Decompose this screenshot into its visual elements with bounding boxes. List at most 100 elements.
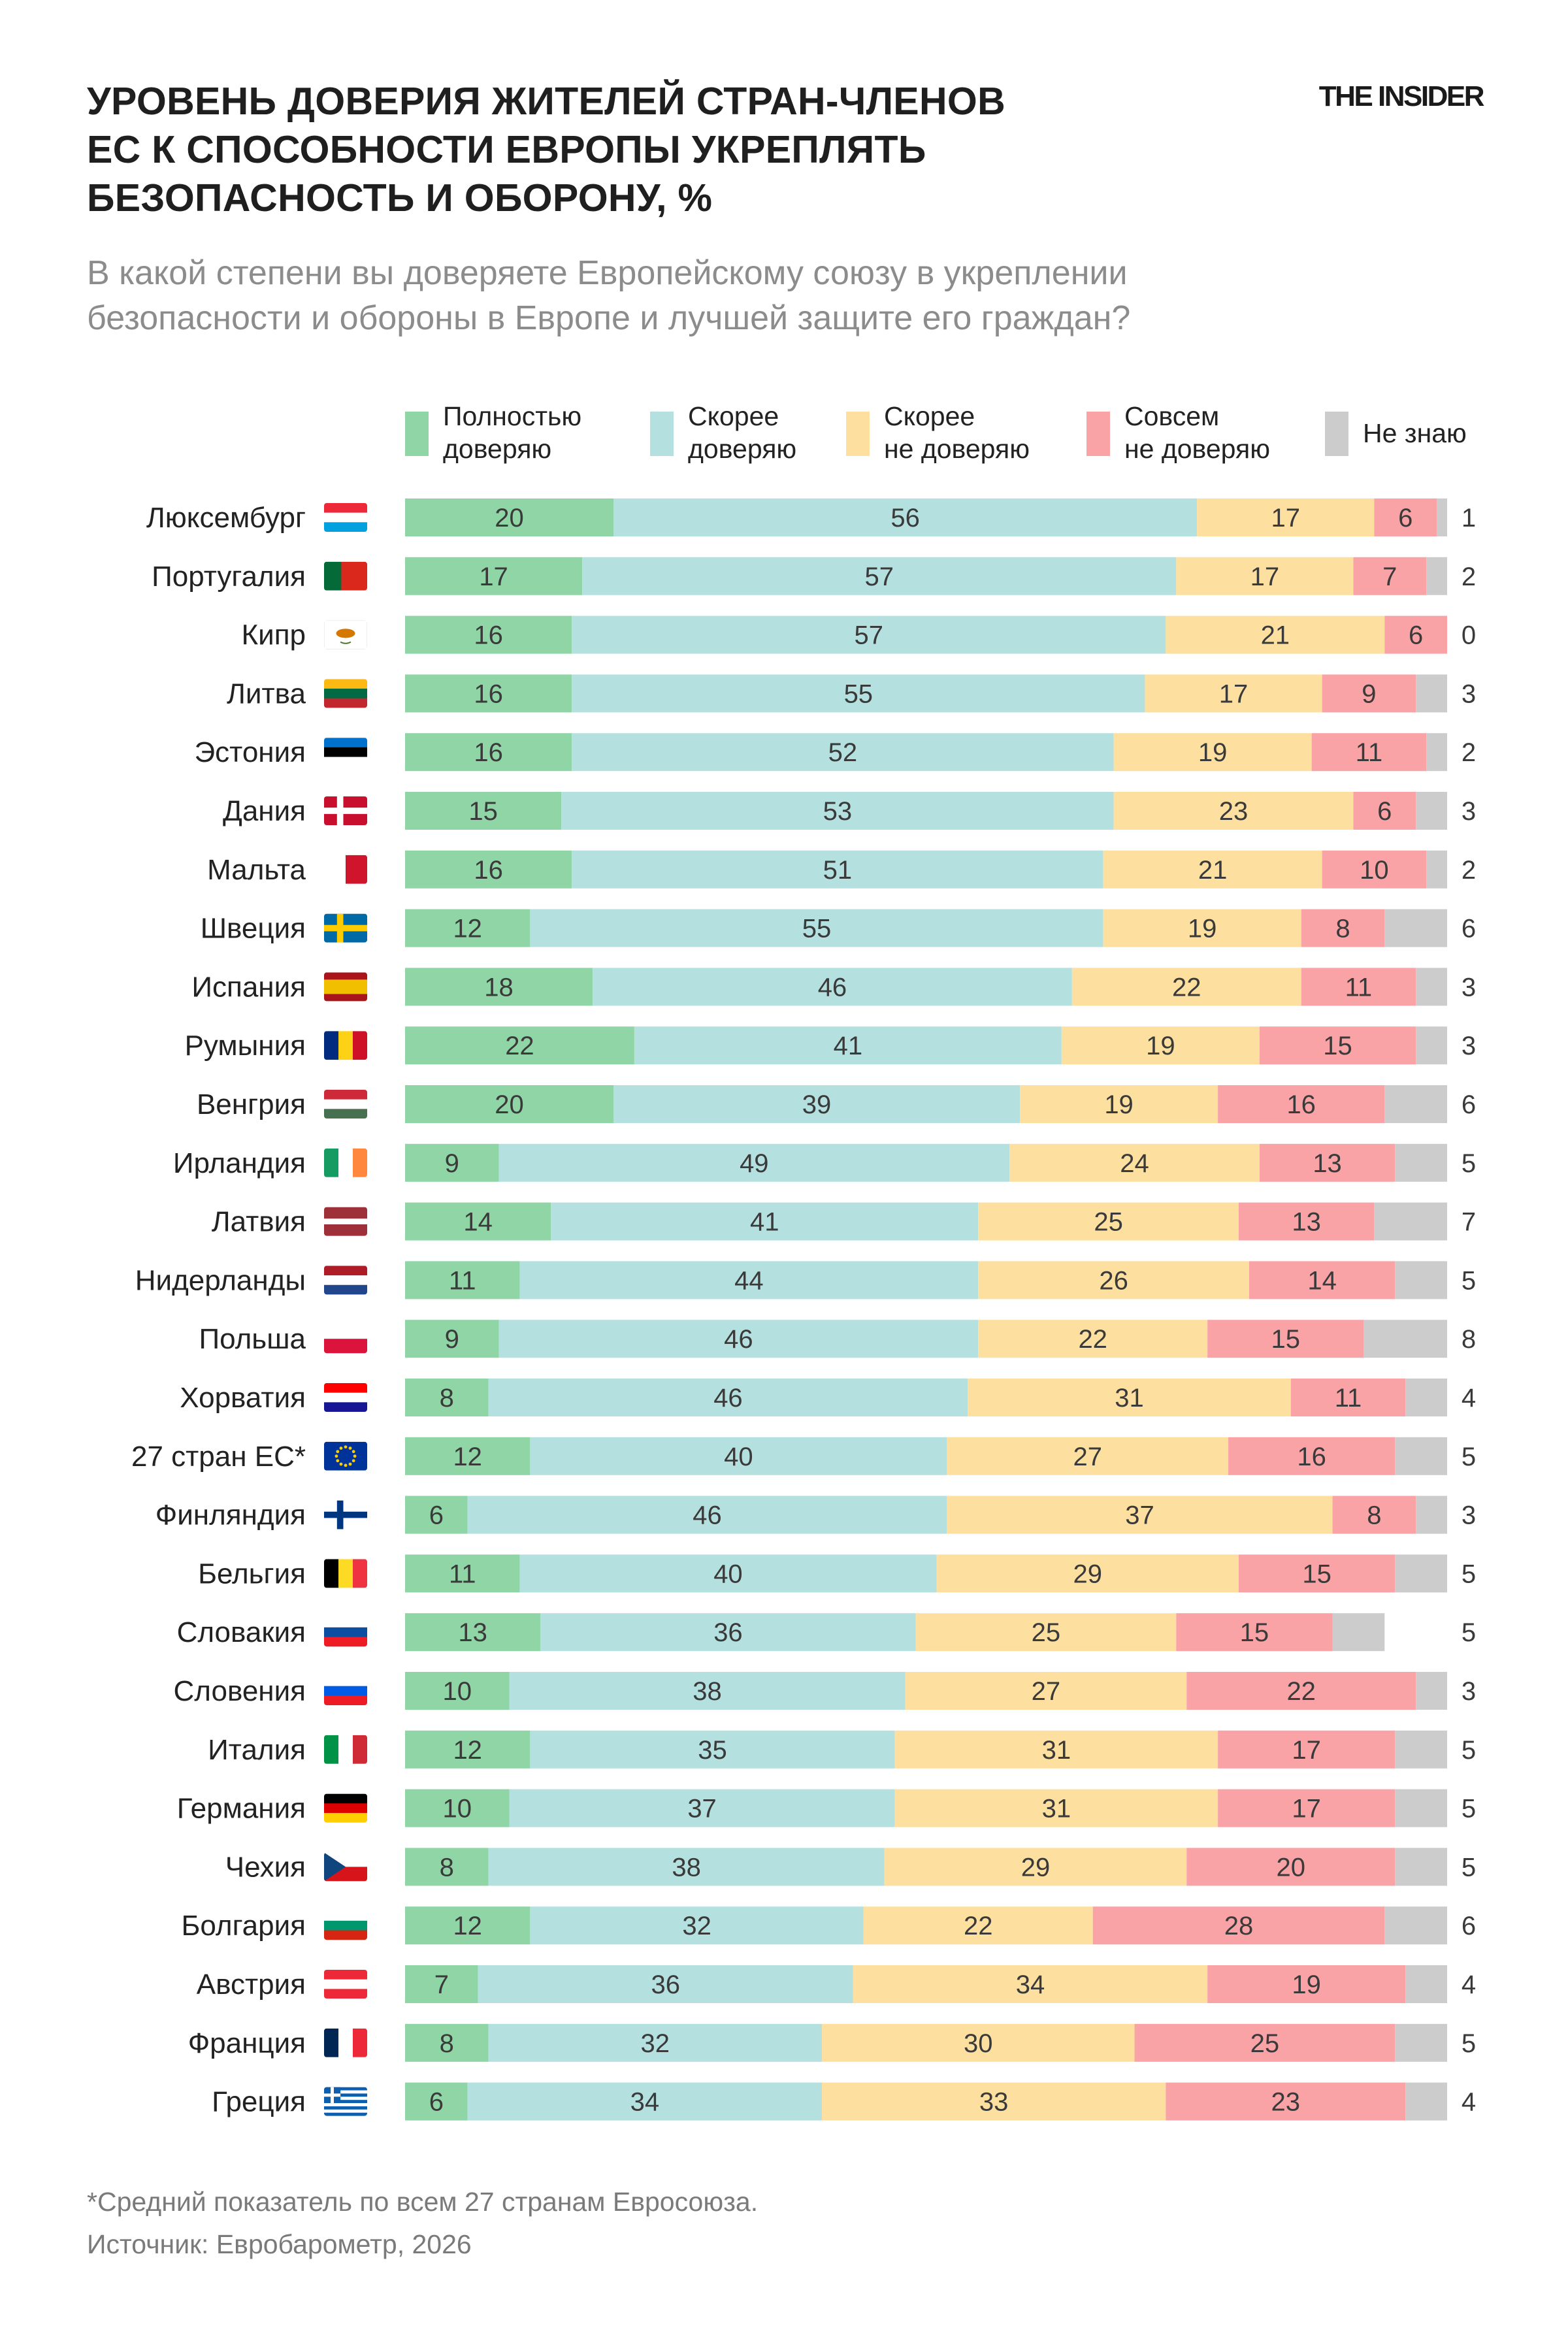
country-label: 27 стран ЕС* xyxy=(131,1441,306,1473)
bar-segment-rather-distrust xyxy=(822,2023,1135,2062)
bar-row: Люксембург 20 56 17 6 1 xyxy=(146,498,1476,536)
bar-segment-rather-distrust xyxy=(863,1906,1093,1945)
legend-swatch-rather-distrust xyxy=(846,412,870,456)
bar-segment-full-trust xyxy=(405,1437,531,1475)
value-label-full-trust: 16 xyxy=(474,856,503,885)
bar-row: Латвия 14 41 25 13 7 xyxy=(212,1202,1476,1241)
bar-segment-rather-distrust xyxy=(822,2082,1166,2121)
value-label-rather-trust: 46 xyxy=(713,1384,743,1413)
bar-segment-rather-trust xyxy=(509,1789,895,1827)
bar-segment-rather-trust xyxy=(498,1143,1010,1182)
bar-segment-dont-know xyxy=(1426,733,1447,772)
bar-segment-full-distrust xyxy=(1228,1437,1396,1475)
bar-segment-full-trust xyxy=(405,1730,531,1769)
country-label: Италия xyxy=(208,1734,306,1766)
bar-segment-dont-know xyxy=(1395,1848,1447,1886)
bar-segment-rather-trust xyxy=(572,733,1114,772)
value-label-full-trust: 6 xyxy=(429,2088,444,2117)
legend-label-dont-know: Не знаю xyxy=(1363,418,1467,448)
bar-segment-dont-know xyxy=(1426,850,1447,889)
bar-segment-full-distrust xyxy=(1322,850,1427,889)
value-label-rather-distrust: 21 xyxy=(1261,621,1290,650)
bar-segment-rather-trust xyxy=(572,615,1166,654)
value-label-dont-know: 4 xyxy=(1462,2088,1476,2117)
bar-row: Швеция 12 55 19 8 6 xyxy=(201,909,1476,947)
value-label-full-trust: 16 xyxy=(474,738,503,767)
chart-subtitle: В какой степени вы доверяете Европейском… xyxy=(87,254,1131,337)
value-label-full-trust: 11 xyxy=(449,1266,476,1295)
flag-icon-16 xyxy=(324,1441,367,1471)
bar-segment-rather-distrust xyxy=(894,1789,1218,1827)
country-label: Дания xyxy=(223,795,306,827)
country-label: Латвия xyxy=(212,1206,306,1238)
value-label-rather-distrust: 19 xyxy=(1188,915,1217,943)
value-label-dont-know: 7 xyxy=(1462,1208,1476,1237)
flag-icon-19 xyxy=(324,1618,367,1647)
legend-label-rather-trust: Скорее доверяю xyxy=(688,401,797,464)
value-label-rather-distrust: 33 xyxy=(979,2088,1009,2117)
value-label-rather-distrust: 31 xyxy=(1042,1795,1071,1823)
bar-segment-full-trust xyxy=(405,1261,520,1299)
flag-icon-9 xyxy=(324,1031,367,1060)
bar-segment-dont-know xyxy=(1426,557,1447,595)
value-label-rather-trust: 38 xyxy=(672,1853,701,1882)
value-label-dont-know: 3 xyxy=(1462,1032,1476,1060)
country-label: Кипр xyxy=(241,619,306,651)
value-label-rather-distrust: 29 xyxy=(1073,1560,1102,1588)
bar-segment-rather-trust xyxy=(634,1026,1062,1065)
footnote: *Средний показатель по всем 27 странам Е… xyxy=(87,2187,759,2217)
bar-segment-rather-distrust xyxy=(968,1379,1291,1416)
value-label-dont-know: 6 xyxy=(1462,915,1476,943)
value-label-rather-trust: 41 xyxy=(750,1208,779,1237)
bar-row: Словения 10 38 27 22 3 xyxy=(174,1672,1476,1710)
bar-segment-rather-trust xyxy=(467,2082,822,2121)
value-label-full-trust: 11 xyxy=(449,1560,476,1588)
country-label: Чехия xyxy=(225,1851,306,1883)
bar-row: Болгария 12 32 22 28 6 xyxy=(182,1906,1476,1945)
value-label-rather-distrust: 27 xyxy=(1073,1443,1102,1471)
bar-row: Испания 18 46 22 11 3 xyxy=(191,968,1476,1006)
legend-swatch-full-distrust xyxy=(1086,412,1110,456)
bar-segment-rather-distrust xyxy=(905,1672,1187,1710)
bar-segment-rather-trust xyxy=(572,674,1145,713)
value-label-dont-know: 4 xyxy=(1462,1970,1476,1999)
bar-segment-full-trust xyxy=(405,1848,489,1886)
bar-segment-full-trust xyxy=(405,1554,520,1593)
value-label-rather-trust: 37 xyxy=(687,1795,717,1823)
bar-segment-full-trust xyxy=(405,1613,541,1652)
value-label-rather-distrust: 34 xyxy=(1016,1970,1045,1999)
value-label-rather-trust: 36 xyxy=(651,1970,681,1999)
bar-segment-rather-distrust xyxy=(978,1320,1208,1358)
value-label-full-trust: 9 xyxy=(445,1325,459,1354)
bar-segment-rather-distrust xyxy=(1113,792,1354,830)
value-label-rather-trust: 44 xyxy=(734,1266,764,1295)
bar-segment-full-trust xyxy=(405,2023,489,2062)
value-label-full-distrust: 15 xyxy=(1302,1560,1331,1588)
value-label-full-distrust: 10 xyxy=(1360,856,1389,885)
flag-icon-14 xyxy=(324,1324,367,1354)
country-label: Нидерланды xyxy=(135,1264,306,1296)
flag-icon-10 xyxy=(324,1090,367,1119)
value-label-full-distrust: 8 xyxy=(1335,915,1350,943)
value-label-rather-trust: 46 xyxy=(818,973,847,1002)
flag-icon-1 xyxy=(324,561,367,591)
bar-row: Ирландия 9 49 24 13 5 xyxy=(173,1143,1476,1182)
country-label: Словения xyxy=(174,1675,306,1707)
value-label-dont-know: 5 xyxy=(1462,1560,1476,1588)
value-label-rather-distrust: 19 xyxy=(1198,738,1228,767)
bar-segment-dont-know xyxy=(1374,1202,1447,1241)
bar-segment-full-distrust xyxy=(1301,968,1416,1006)
bar-segment-full-trust xyxy=(405,1026,634,1065)
bar-segment-full-distrust xyxy=(1290,1379,1406,1416)
flag-icon-20 xyxy=(324,1676,367,1705)
value-label-rather-distrust: 19 xyxy=(1146,1032,1175,1060)
bar-segment-rather-distrust xyxy=(978,1261,1249,1299)
value-label-rather-trust: 36 xyxy=(713,1618,743,1647)
value-label-full-distrust: 6 xyxy=(1377,797,1392,826)
bar-segment-rather-distrust xyxy=(1145,674,1322,713)
bar-segment-rather-trust xyxy=(613,498,1198,536)
bar-row: Бельгия 11 40 29 15 5 xyxy=(198,1554,1476,1593)
bar-segment-full-trust xyxy=(405,792,562,830)
value-label-dont-know: 5 xyxy=(1462,1618,1476,1647)
bar-segment-full-trust xyxy=(405,674,572,713)
